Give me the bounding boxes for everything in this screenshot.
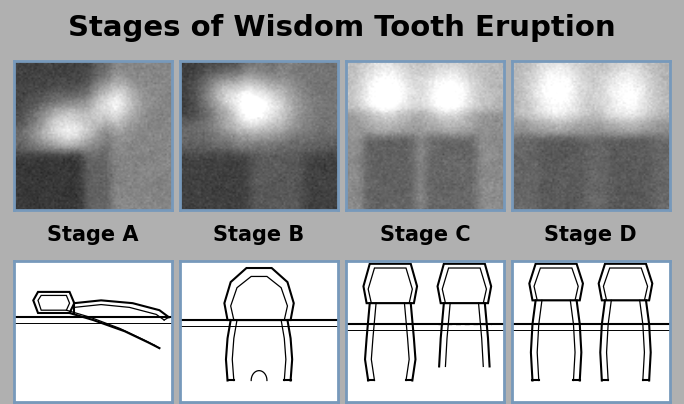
Text: Stage A: Stage A (47, 225, 139, 245)
Text: Stage D: Stage D (544, 225, 637, 245)
Text: Stage B: Stage B (213, 225, 304, 245)
Text: Stage C: Stage C (380, 225, 470, 245)
Text: Stages of Wisdom Tooth Eruption: Stages of Wisdom Tooth Eruption (68, 14, 616, 42)
